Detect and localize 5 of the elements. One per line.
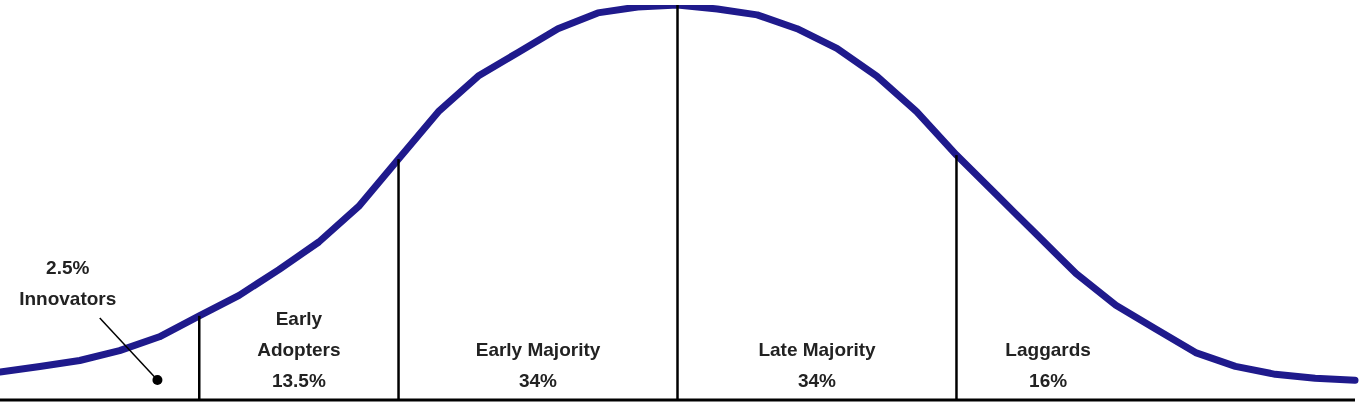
annotation: Late Majority 34%	[758, 339, 877, 391]
annotation: 2.5% Innovators	[19, 257, 117, 309]
annotation: Early Adopters 13.5%	[257, 308, 341, 391]
annotation: Early Majority 34%	[475, 339, 601, 391]
annotation: Laggards 16%	[1005, 339, 1091, 391]
